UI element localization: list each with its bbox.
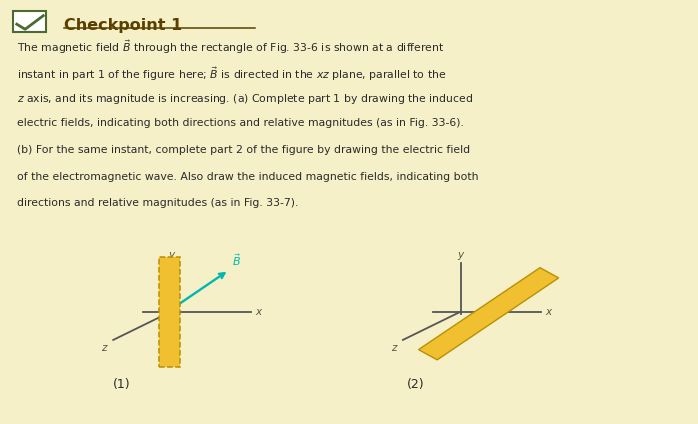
Text: (2): (2) <box>406 378 424 391</box>
Text: of the electromagnetic wave. Also draw the induced magnetic fields, indicating b: of the electromagnetic wave. Also draw t… <box>17 172 479 182</box>
Text: (1): (1) <box>113 378 131 391</box>
Text: (b) For the same instant, complete part 2 of the figure by drawing the electric : (b) For the same instant, complete part … <box>17 145 470 155</box>
Polygon shape <box>419 268 558 360</box>
FancyBboxPatch shape <box>13 11 46 32</box>
Text: The magnetic field $\vec{B}$ through the rectangle of Fig. 33-6 is shown at a di: The magnetic field $\vec{B}$ through the… <box>17 38 445 56</box>
Text: z: z <box>101 343 107 353</box>
Text: z: z <box>391 343 396 353</box>
Text: instant in part 1 of the figure here; $\vec{B}$ is directed in the $xz$ plane, p: instant in part 1 of the figure here; $\… <box>17 65 447 83</box>
Text: y: y <box>168 250 174 260</box>
Text: x: x <box>255 307 262 317</box>
Text: $z$ axis, and its magnitude is increasing. (a) Complete part 1 by drawing the in: $z$ axis, and its magnitude is increasin… <box>17 92 473 106</box>
Text: directions and relative magnitudes (as in Fig. 33-7).: directions and relative magnitudes (as i… <box>17 198 299 209</box>
Text: y: y <box>458 250 463 260</box>
Text: electric fields, indicating both directions and relative magnitudes (as in Fig. : electric fields, indicating both directi… <box>17 118 464 128</box>
Text: Checkpoint 1: Checkpoint 1 <box>64 18 182 33</box>
Bar <box>159 257 180 367</box>
Text: $\vec{B}$: $\vec{B}$ <box>232 253 241 268</box>
Text: x: x <box>545 307 551 317</box>
